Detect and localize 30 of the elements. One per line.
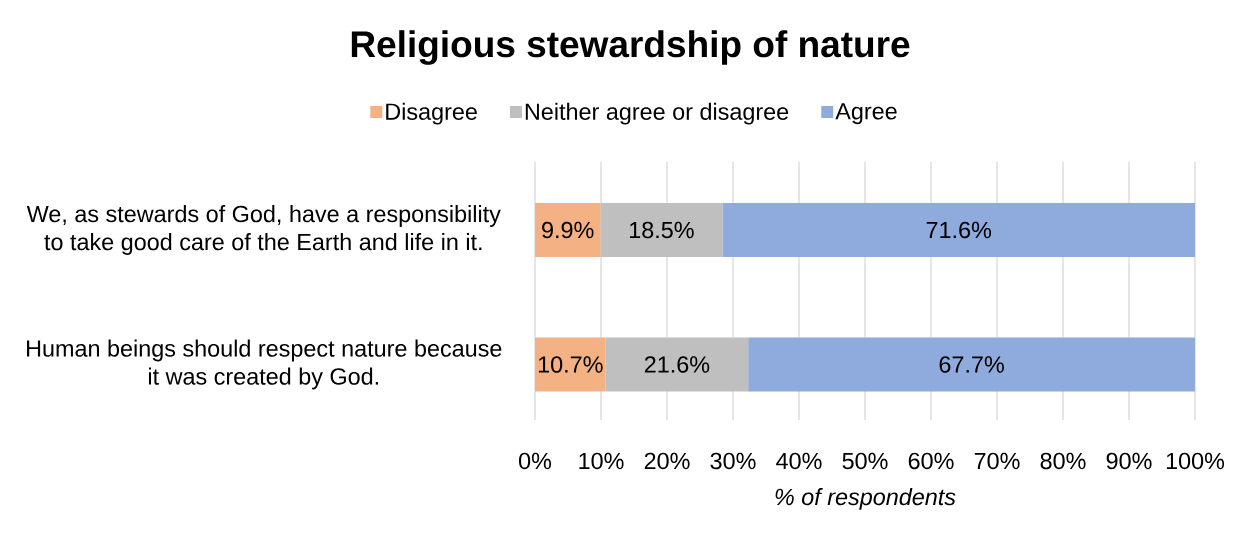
x-tick-label: 30% [710, 452, 756, 470]
y-tick-label: We, as stewards of God, have a responsibility to take good care of the Earth and life in it. [26, 205, 501, 255]
x-tick-label: 10% [579, 452, 624, 470]
bar [535, 337, 606, 392]
data-label: 10.7% [538, 356, 603, 373]
bar [722, 202, 1195, 257]
x-tick-label: 80% [1040, 452, 1086, 470]
bar [600, 202, 723, 257]
data-label: 18.5% [630, 221, 694, 239]
data-label: 67.7% [939, 356, 1004, 373]
bar [605, 337, 749, 392]
chart-title: Religious stewardship of nature [351, 30, 910, 65]
legend-label: Disagree [386, 102, 477, 125]
x-tick-label: 100% [1166, 452, 1225, 470]
x-tick-label: 90% [1106, 452, 1152, 470]
legend-label: Neither agree or disagree [525, 102, 789, 125]
data-label: 21.6% [644, 356, 710, 373]
data-label: 9.9% [542, 221, 594, 239]
x-axis-title: % of respondents [775, 488, 956, 510]
y-tick-label: Human beings should respect nature because it was created by God. [27, 339, 502, 390]
bar [748, 337, 1195, 392]
x-tick-label: 50% [842, 452, 888, 470]
x-tick-label: 70% [974, 452, 1020, 470]
legend-label: Agree [835, 103, 897, 125]
x-tick-label: 0% [519, 452, 552, 470]
bar [535, 202, 601, 257]
data-label: 71.6% [926, 221, 992, 239]
x-tick-label: 20% [644, 452, 690, 470]
x-tick-label: 60% [908, 452, 954, 470]
x-tick-label: 40% [776, 452, 822, 470]
